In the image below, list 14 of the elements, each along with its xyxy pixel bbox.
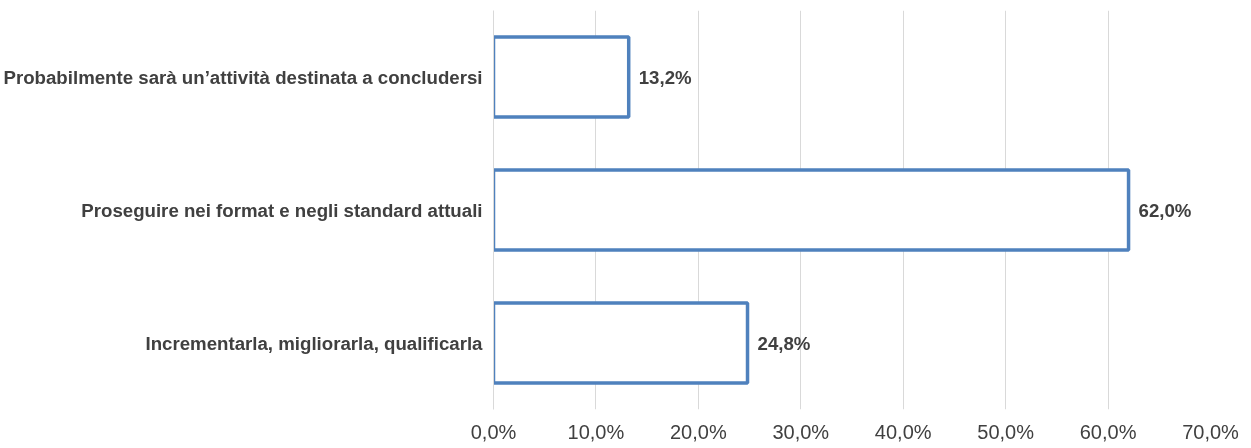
y-tick-label: Proseguire nei format e negli standard attuali <box>81 199 483 221</box>
x-tick-label: 60,0% <box>1079 420 1137 443</box>
data-label: 13,2% <box>638 66 693 88</box>
x-tick-label: 40,0% <box>874 420 932 443</box>
x-tick-label: 70,0% <box>1182 420 1240 443</box>
y-tick-label: Incrementarla, migliorarla, qualificarla <box>145 332 484 354</box>
x-tick-label: 10,0% <box>567 420 625 443</box>
x-tick-label: 50,0% <box>977 420 1035 443</box>
data-label: 24,8% <box>757 332 811 354</box>
x-tick-label: 0,0% <box>470 420 517 443</box>
x-tick-label: 30,0% <box>772 420 830 443</box>
data-label: 62,0% <box>1138 199 1192 221</box>
y-tick-label: Probabilmente sarà un’attività destinata a concludersi <box>3 66 483 88</box>
x-tick-label: 20,0% <box>670 420 727 443</box>
